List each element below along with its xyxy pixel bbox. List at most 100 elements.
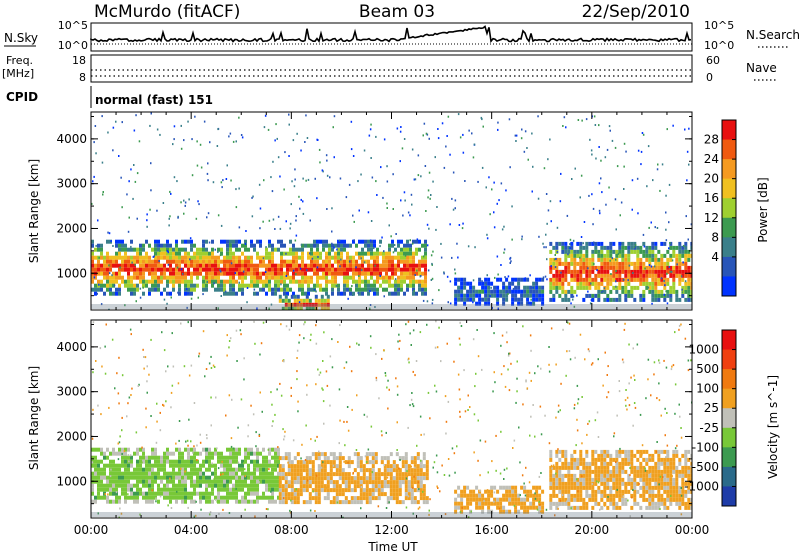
scatter-dot [316, 266, 319, 269]
data-cell [403, 267, 406, 272]
scatter-dot [685, 215, 687, 218]
freq-unit: [MHz] [2, 67, 34, 80]
data-cell [588, 461, 592, 466]
data-cell [526, 289, 530, 294]
data-cell [460, 293, 464, 298]
scatter-dot [165, 400, 167, 403]
data-cell [265, 467, 268, 472]
data-cell [579, 485, 583, 490]
data-cell [541, 297, 545, 302]
data-cell [136, 471, 139, 476]
data-cell [594, 457, 598, 462]
data-cell [112, 263, 115, 268]
data-cell [618, 273, 622, 278]
data-cell [133, 491, 136, 496]
scatter-dot [253, 288, 256, 291]
data-cell [118, 463, 121, 468]
data-cell [669, 293, 673, 298]
data-cell [178, 479, 181, 484]
data-cell [316, 251, 319, 256]
data-cell [232, 491, 235, 496]
data-cell [253, 267, 256, 272]
data-cell [271, 471, 274, 476]
data-cell [91, 267, 94, 272]
data-cell [642, 269, 646, 274]
data-cell [538, 485, 542, 490]
data-cell [139, 251, 142, 256]
scatter-dot [131, 387, 133, 390]
scatter-dot [598, 250, 600, 253]
scatter-dot [606, 148, 609, 151]
data-cell [151, 495, 154, 500]
scatter-dot [124, 304, 126, 307]
data-cell [505, 489, 509, 494]
data-cell [277, 239, 280, 244]
scatter-dot [115, 491, 118, 494]
data-cell [308, 496, 312, 501]
data-cell [139, 455, 142, 460]
scatter-dot [153, 255, 155, 258]
scatter-dot [235, 206, 238, 209]
scatter-dot [576, 294, 578, 297]
scatter-dot [133, 164, 135, 166]
data-cell [142, 263, 145, 268]
scatter-dot [135, 300, 137, 303]
data-cell [271, 259, 274, 264]
data-cell [235, 467, 238, 472]
data-cell [370, 255, 373, 260]
data-cell [124, 243, 127, 248]
scatter-dot [427, 189, 430, 192]
data-cell [241, 267, 244, 272]
data-cell [511, 485, 515, 490]
data-cell [684, 493, 688, 498]
scatter-dot [443, 166, 446, 169]
data-cell [115, 451, 118, 456]
data-cell [214, 467, 217, 472]
data-cell [151, 483, 154, 488]
scatter-dot [519, 461, 521, 464]
data-cell [567, 289, 571, 294]
data-cell [642, 253, 646, 258]
scatter-dot [232, 447, 235, 450]
scatter-dot [430, 194, 432, 196]
data-cell [597, 469, 601, 474]
data-cell [532, 505, 536, 510]
data-cell [609, 497, 613, 502]
data-cell [466, 501, 470, 506]
data-cell [364, 251, 367, 256]
data-cell [666, 505, 670, 510]
scatter-dot [436, 485, 438, 488]
scatter-dot [527, 158, 529, 161]
data-cell [645, 505, 649, 510]
data-cell [284, 484, 288, 489]
scatter-dot [446, 275, 449, 278]
data-cell [301, 251, 304, 256]
data-cell [687, 285, 691, 290]
scatter-dot [126, 193, 128, 196]
scatter-dot [417, 174, 420, 177]
scatter-dot [623, 188, 625, 190]
data-cell [299, 468, 303, 473]
data-cell [579, 449, 583, 454]
data-cell [499, 293, 503, 298]
data-cell [552, 489, 556, 494]
scatter-dot [348, 183, 351, 186]
scatter-dot [674, 383, 677, 386]
data-cell [425, 500, 429, 505]
data-cell [609, 245, 613, 250]
data-cell [127, 271, 130, 276]
scatter-dot [514, 134, 517, 137]
data-cell [244, 243, 247, 248]
scatter-dot [156, 128, 159, 131]
data-cell [579, 477, 583, 482]
data-cell [157, 239, 160, 244]
data-cell [666, 265, 670, 270]
scatter-dot [449, 280, 452, 283]
data-cell [163, 491, 166, 496]
data-cell [208, 251, 211, 256]
data-cell [368, 452, 372, 457]
data-cell [277, 247, 280, 252]
data-cell [190, 459, 193, 464]
scatter-dot [457, 373, 460, 376]
data-cell [262, 455, 265, 460]
